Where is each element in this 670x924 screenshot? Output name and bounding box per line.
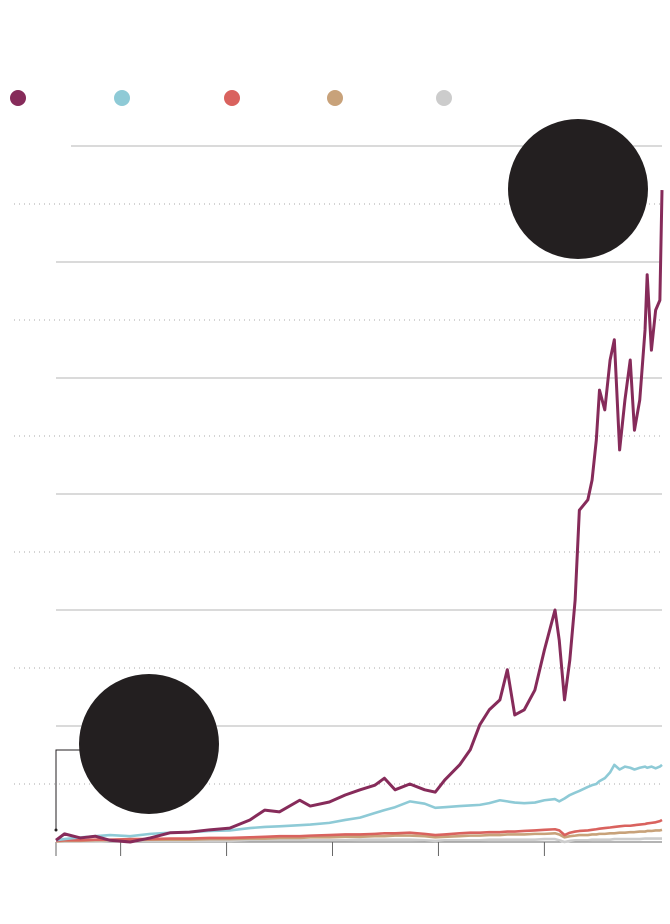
- series-line: [55, 190, 664, 844]
- legend-marker: [10, 90, 26, 106]
- legend-marker: [114, 90, 130, 106]
- bracket-dot: [54, 828, 58, 832]
- series-line: [55, 818, 663, 843]
- legend-marker: [327, 90, 343, 106]
- legend-marker: [224, 90, 240, 106]
- annotation-circle: [508, 119, 648, 259]
- annotation-circle: [79, 674, 219, 814]
- legend: [10, 90, 452, 106]
- legend-marker: [436, 90, 452, 106]
- bracket-line: [55, 749, 80, 830]
- annotation-bracket: [54, 749, 80, 832]
- grid: [14, 145, 662, 856]
- lines: [55, 190, 664, 844]
- series-line: [55, 763, 663, 842]
- series-line: [56, 837, 662, 844]
